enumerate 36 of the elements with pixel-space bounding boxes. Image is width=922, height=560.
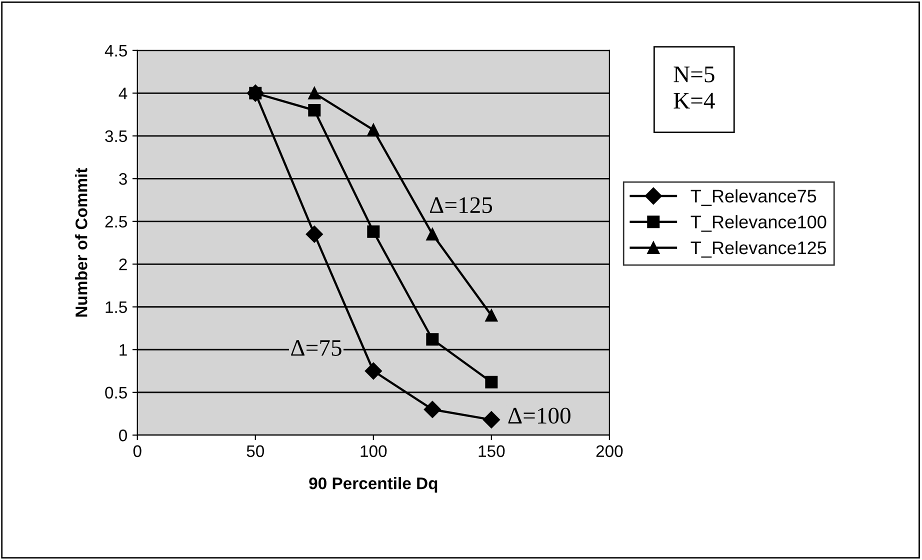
point: [308, 104, 321, 116]
y-tick-label: 3.5: [105, 130, 127, 142]
point: [482, 411, 500, 428]
legend-label: T_Relevance125: [690, 240, 826, 258]
x-axis-title: 90 Percentile Dq: [309, 477, 438, 493]
y-tick-label: 4: [118, 88, 128, 100]
x-tick-label: 100: [360, 445, 387, 458]
point: [485, 376, 498, 388]
y-tick-label: 1.5: [106, 301, 127, 314]
point: [364, 362, 382, 380]
annotation: Δ=125: [430, 197, 492, 214]
y-tick-label: 4.5: [104, 44, 127, 57]
y-tick-label: 2.5: [105, 216, 127, 228]
y-tick-label: 2: [119, 258, 127, 270]
legend-label: T_Relevance75: [690, 189, 816, 206]
point: [485, 309, 498, 322]
annotation: Δ=75: [291, 340, 342, 356]
y-tick-label: 3: [119, 173, 127, 185]
x-tick-label: 150: [478, 445, 505, 458]
point: [306, 226, 323, 243]
annotation: Δ=100: [508, 408, 570, 424]
y-tick-label: 0.5: [105, 386, 127, 399]
point: [424, 400, 441, 418]
x-tick-label: 0: [133, 445, 142, 458]
x-tick-label: 50: [246, 445, 264, 458]
y-tick-label: 0: [119, 430, 128, 442]
x-tick-label: 200: [596, 445, 623, 458]
point: [426, 228, 439, 240]
y-axis-title: Number of Commit: [75, 168, 88, 317]
point: [367, 225, 380, 238]
text: N=5 K=4: [674, 66, 715, 108]
y-tick-label: 1: [120, 344, 127, 356]
point: [426, 333, 439, 346]
point: [308, 86, 321, 100]
legend-label: T_Relevance100: [690, 215, 826, 232]
point: [367, 124, 380, 136]
